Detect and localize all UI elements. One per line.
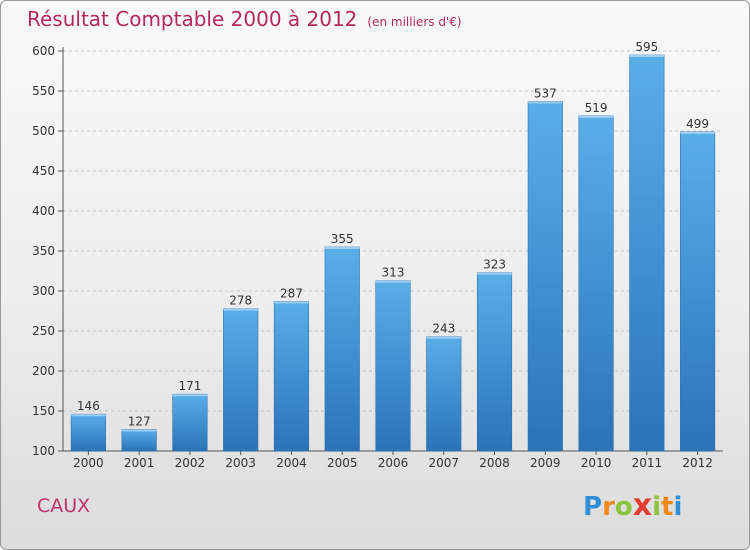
value-label: 278 bbox=[229, 294, 252, 308]
y-tick-label: 200 bbox=[32, 364, 55, 378]
logo-letter: i bbox=[673, 492, 683, 522]
value-label: 537 bbox=[534, 86, 557, 100]
x-tick-label: 2000 bbox=[73, 456, 104, 470]
bar-2012 bbox=[680, 131, 716, 452]
y-tick-label: 250 bbox=[32, 324, 55, 338]
bar-2004 bbox=[273, 301, 310, 452]
bars bbox=[70, 54, 716, 452]
logo-letter: o bbox=[614, 492, 633, 522]
bar-highlight bbox=[578, 115, 614, 118]
x-tick-label: 2004 bbox=[276, 456, 307, 470]
proxiti-logo: Proxiti bbox=[583, 488, 682, 523]
y-tick-label: 400 bbox=[32, 204, 55, 218]
bar-highlight bbox=[375, 280, 411, 283]
x-tick-label: 2007 bbox=[428, 456, 459, 470]
bar-2011 bbox=[629, 54, 665, 452]
bar-2010 bbox=[578, 115, 614, 452]
logo-letter: r bbox=[602, 492, 615, 522]
bar-highlight bbox=[426, 336, 462, 339]
x-tick-label: 2005 bbox=[327, 456, 358, 470]
bar-2001 bbox=[121, 429, 157, 452]
chart-title: Résultat Comptable 2000 à 2012 (en millie… bbox=[27, 7, 462, 31]
y-tick-label: 600 bbox=[32, 44, 55, 58]
x-tick-label: 2009 bbox=[530, 456, 561, 470]
logo-letter: i bbox=[652, 492, 662, 522]
value-label: 355 bbox=[331, 232, 354, 246]
value-label: 243 bbox=[432, 322, 455, 336]
labels: 100 150 200 250 300 350 400 450 500 550 600 146 2000… bbox=[32, 40, 713, 470]
x-tick-label: 2006 bbox=[378, 456, 409, 470]
bar-highlight bbox=[477, 272, 512, 275]
logo-letter: t bbox=[661, 492, 674, 522]
y-tick-label: 300 bbox=[32, 284, 55, 298]
bar-highlight bbox=[629, 55, 665, 57]
bar-2007 bbox=[426, 336, 462, 452]
bar-highlight bbox=[680, 131, 715, 134]
x-tick-label: 2012 bbox=[682, 456, 713, 470]
bar-2003 bbox=[223, 308, 259, 452]
bar-2008 bbox=[476, 272, 513, 452]
y-tick-label: 100 bbox=[32, 444, 55, 458]
title-text: Résultat Comptable 2000 à 2012 bbox=[27, 7, 358, 31]
value-label: 171 bbox=[178, 379, 201, 393]
y-tick-label: 500 bbox=[32, 124, 55, 138]
logo-letter: P bbox=[583, 492, 603, 522]
value-label: 595 bbox=[635, 40, 658, 54]
x-tick-label: 2011 bbox=[632, 456, 663, 470]
x-tick-label: 2001 bbox=[124, 456, 155, 470]
value-label: 499 bbox=[686, 117, 709, 131]
bar-highlight bbox=[121, 429, 157, 432]
bar-highlight bbox=[223, 308, 258, 311]
bar-2002 bbox=[172, 393, 208, 452]
value-label: 287 bbox=[280, 286, 303, 300]
y-tick-label: 450 bbox=[32, 164, 55, 178]
chart-subtitle: (en milliers d'€) bbox=[367, 15, 462, 29]
value-label: 146 bbox=[77, 399, 100, 413]
bar-2009 bbox=[527, 101, 563, 452]
logo-letter: x bbox=[632, 488, 653, 523]
value-label: 323 bbox=[483, 258, 506, 272]
x-tick-label: 2008 bbox=[479, 456, 510, 470]
x-tick-label: 2010 bbox=[581, 456, 612, 470]
bar-highlight bbox=[71, 414, 106, 417]
x-tick-label: 2002 bbox=[175, 456, 206, 470]
bar-2000 bbox=[70, 413, 106, 452]
y-tick-label: 350 bbox=[32, 244, 55, 258]
value-label: 127 bbox=[128, 414, 151, 428]
bar-highlight bbox=[172, 394, 208, 397]
place-name: CAUX bbox=[37, 495, 91, 517]
y-tick-label: 150 bbox=[32, 404, 55, 418]
bar-highlight bbox=[528, 101, 563, 104]
bar-highlight bbox=[274, 301, 309, 304]
bar-2005 bbox=[324, 246, 360, 452]
bar-highlight bbox=[324, 247, 360, 249]
bar-2006 bbox=[375, 280, 411, 452]
value-label: 313 bbox=[382, 266, 405, 280]
y-tick-label: 550 bbox=[32, 84, 55, 98]
value-label: 519 bbox=[585, 101, 608, 115]
x-tick-label: 2003 bbox=[225, 456, 256, 470]
